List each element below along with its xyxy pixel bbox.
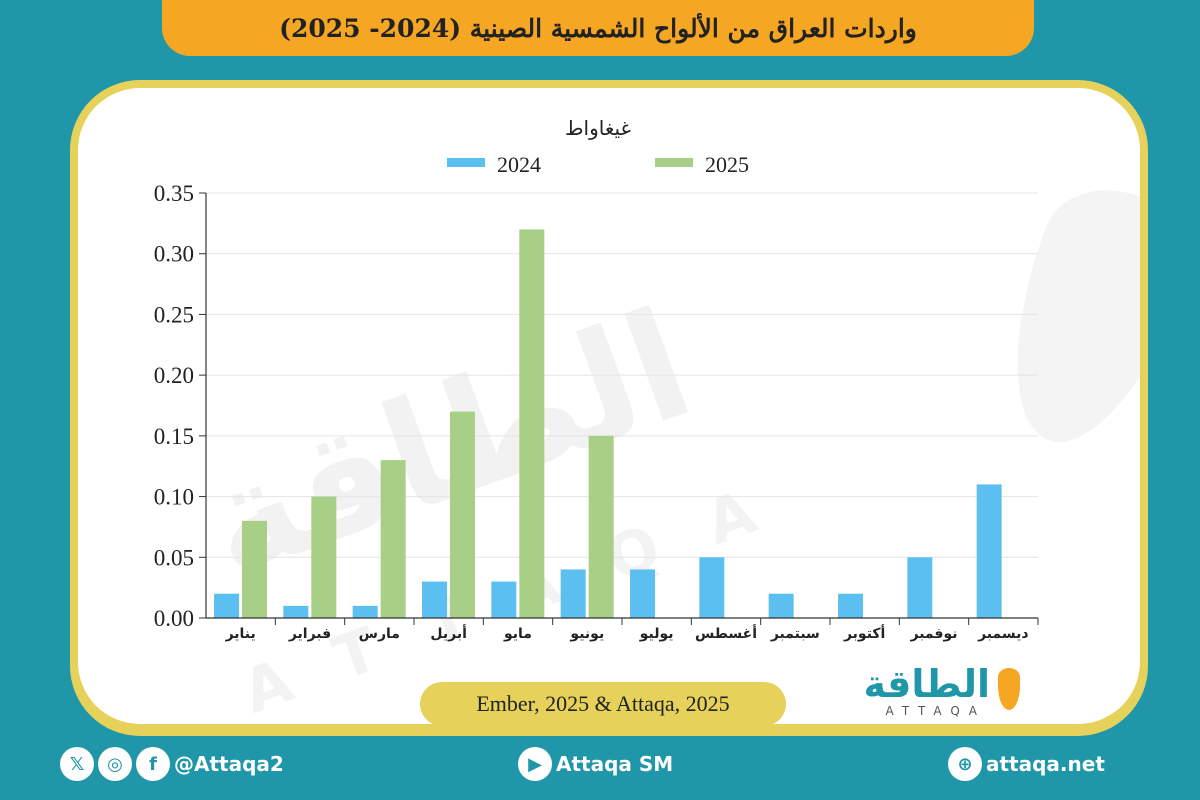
globe-icon[interactable]: ⊕	[948, 747, 982, 781]
bars	[214, 229, 1002, 618]
gridlines	[206, 192, 1038, 558]
x-tick-label: يوليو	[639, 626, 674, 642]
x-tick-label: نوفمبر	[909, 626, 957, 642]
x-tick-label: أكتوبر	[843, 624, 885, 642]
facebook-icon[interactable]: f	[136, 747, 170, 781]
chart-title: واردات العراق من الألواح الشمسية الصينية…	[279, 13, 917, 43]
brand-arabic: الطاقة	[863, 662, 990, 706]
x-tick-label: مارس	[359, 626, 400, 642]
x-tick-label: ديسمبر	[977, 626, 1029, 642]
unit-label: غيغاواط	[565, 116, 631, 140]
brand-drop-icon	[998, 668, 1020, 710]
y-tick-label: 0.05	[154, 545, 194, 570]
y-tick-label: 0.30	[154, 242, 194, 267]
y-tick-label: 0.25	[154, 302, 194, 327]
bar-2024-10	[838, 593, 863, 618]
bar-2025-3	[380, 460, 406, 618]
y-tick-label: 0.15	[154, 424, 194, 449]
y-axis-ticks: 0.00 0.05 0.10 0.15 0.20 0.25 0.30 0.35	[154, 181, 206, 631]
bar-2024-4	[422, 581, 447, 618]
legend-swatch-2025	[655, 158, 693, 167]
y-tick-label: 0.10	[154, 485, 194, 510]
y-tick-label: 0.00	[154, 606, 194, 631]
youtube-icon[interactable]: ▶	[518, 747, 552, 781]
y-tick-label: 0.20	[154, 363, 194, 388]
title-banner: واردات العراق من الألواح الشمسية الصينية…	[162, 0, 1034, 56]
bar-2024-8	[699, 557, 725, 618]
bar-2024-3	[352, 605, 378, 618]
legend-swatch-2024	[447, 158, 485, 167]
legend-label-2025: 2025	[705, 152, 749, 177]
x-axis-labels: يناير فبراير مارس أبريل مايو يونيو يوليو أغسطس س…	[225, 618, 1039, 642]
y-tick-label: 0.35	[154, 181, 194, 206]
footer-website: ⊕ attaqa.net	[948, 744, 1105, 784]
x-tick-label: فبراير	[288, 626, 331, 642]
social-handle[interactable]: @Attaqa2	[174, 752, 284, 776]
bar-2024-2	[283, 605, 309, 618]
bar-2024-12	[976, 484, 1002, 618]
x-tick-label: سبتمبر	[770, 626, 820, 642]
instagram-icon[interactable]: ◎	[98, 747, 132, 781]
youtube-handle[interactable]: Attaqa SM	[556, 752, 674, 776]
brand-latin: ATTAQA	[885, 704, 986, 718]
bar-2024-7	[630, 569, 655, 618]
x-tick-label: مايو	[503, 626, 532, 642]
bar-2024-5	[491, 581, 517, 618]
bar-2025-4	[450, 411, 475, 618]
bar-2024-11	[907, 557, 933, 618]
footer-youtube: ▶ Attaqa SM	[518, 744, 673, 784]
bar-2025-5	[519, 229, 545, 618]
x-tick-label: يونيو	[569, 626, 604, 642]
bar-2024-1	[214, 593, 239, 618]
bar-2025-6	[588, 435, 614, 618]
bar-2024-6	[560, 569, 586, 618]
x-tick-label: أغسطس	[695, 624, 757, 642]
x-tick-label: يناير	[225, 626, 256, 642]
bar-2025-1	[242, 520, 267, 618]
brand-logo: الطاقة ATTAQA	[840, 660, 1020, 724]
legend: 2024 2025	[447, 152, 749, 177]
x-tick-label: أبريل	[430, 624, 467, 642]
website-link[interactable]: attaqa.net	[986, 752, 1105, 776]
footer-social: 𝕏 ◎ f @Attaqa2	[60, 744, 284, 784]
source-label: Ember, 2025 & Attaqa, 2025	[420, 682, 786, 726]
x-icon[interactable]: 𝕏	[60, 747, 94, 781]
bar-2025-2	[311, 496, 337, 618]
bar-2024-9	[768, 593, 794, 618]
legend-label-2024: 2024	[497, 152, 541, 177]
